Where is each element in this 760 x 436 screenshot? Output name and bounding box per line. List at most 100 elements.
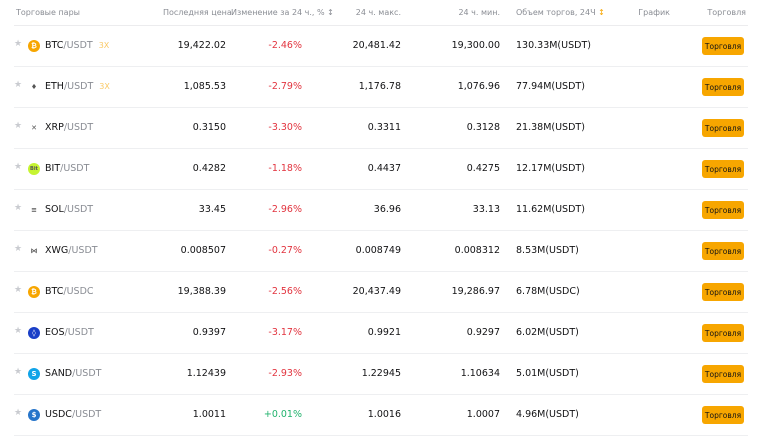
high-24h: 0.9921 bbox=[367, 327, 401, 338]
eos-icon: ◊ bbox=[28, 327, 40, 339]
high-24h: 1.0016 bbox=[367, 409, 401, 420]
trade-button[interactable]: Торговля bbox=[702, 283, 744, 301]
volume-24h: 77.94M(USDT) bbox=[516, 81, 585, 92]
change-24h: -2.96% bbox=[268, 204, 302, 215]
trade-button[interactable]: Торговля bbox=[702, 119, 744, 137]
volume-24h: 130.33M(USDT) bbox=[516, 40, 591, 51]
pair-link[interactable]: BIT/USDT bbox=[45, 163, 89, 174]
base-symbol: XRP bbox=[45, 122, 64, 133]
trade-button[interactable]: Торговля bbox=[702, 242, 744, 260]
star-icon[interactable]: ★ bbox=[14, 367, 23, 377]
base-symbol: BIT bbox=[45, 163, 61, 174]
table-row[interactable]: ★ ₿ BTC/USDT 3X 19,422.02 -2.46% 20,481.4… bbox=[14, 26, 748, 67]
header-volume[interactable]: Объем торгов, 24Ч ↕ bbox=[516, 8, 605, 17]
low-24h: 19,286.97 bbox=[451, 286, 500, 297]
volume-24h: 5.01M(USDT) bbox=[516, 368, 579, 379]
star-icon[interactable]: ★ bbox=[14, 285, 23, 295]
pair-link[interactable]: SAND/USDT bbox=[45, 368, 101, 379]
table-row[interactable]: ★ ≡ SOL/USDT 33.45 -2.96% 36.96 33.13 11… bbox=[14, 190, 748, 231]
volume-24h: 4.96M(USDT) bbox=[516, 409, 579, 420]
usdc-icon: $ bbox=[28, 409, 40, 421]
high-24h: 36.96 bbox=[373, 204, 401, 215]
header-last-price[interactable]: Последняя цена bbox=[163, 8, 232, 17]
star-icon[interactable]: ★ bbox=[14, 203, 23, 213]
trade-button[interactable]: Торговля bbox=[702, 324, 744, 342]
low-24h: 1.10634 bbox=[460, 368, 500, 379]
change-24h: -3.17% bbox=[268, 327, 302, 338]
last-price: 0.008507 bbox=[180, 245, 226, 256]
star-icon[interactable]: ★ bbox=[14, 39, 23, 49]
quote-symbol: /USDT bbox=[60, 163, 90, 174]
table-row[interactable]: ★ Bit BIT/USDT 0.4282 -1.18% 0.4437 0.42… bbox=[14, 149, 748, 190]
leverage-badge: 3X bbox=[99, 82, 110, 91]
last-price: 0.3150 bbox=[192, 122, 226, 133]
leverage-badge: 3X bbox=[98, 41, 110, 50]
low-24h: 1.0007 bbox=[466, 409, 500, 420]
star-icon[interactable]: ★ bbox=[14, 162, 23, 172]
pair-link[interactable]: XWG/USDT bbox=[45, 245, 98, 256]
pair-link[interactable]: BTC/USDT 3X bbox=[45, 40, 109, 51]
low-24h: 33.13 bbox=[472, 204, 500, 215]
solana-icon: ≡ bbox=[28, 204, 40, 216]
base-symbol: SOL bbox=[45, 204, 64, 215]
volume-24h: 8.53M(USDT) bbox=[516, 245, 579, 256]
pair-link[interactable]: XRP/USDT bbox=[45, 122, 93, 133]
trade-button[interactable]: Торговля bbox=[702, 201, 744, 219]
high-24h: 0.008749 bbox=[355, 245, 401, 256]
star-icon[interactable]: ★ bbox=[14, 80, 23, 90]
table-row[interactable]: ★ ⋈ XWG/USDT 0.008507 -0.27% 0.008749 0.… bbox=[14, 231, 748, 272]
table-header: Торговые пары Последняя цена Изменение з… bbox=[14, 0, 748, 26]
trade-button[interactable]: Торговля bbox=[702, 78, 744, 96]
quote-symbol: /USDT bbox=[71, 409, 102, 420]
low-24h: 0.9297 bbox=[466, 327, 500, 338]
quote-symbol: /USDT bbox=[63, 204, 94, 215]
pair-link[interactable]: EOS/USDT bbox=[45, 327, 94, 338]
sort-icon[interactable]: ↕ bbox=[598, 8, 605, 17]
change-24h: -2.56% bbox=[268, 286, 302, 297]
pair-link[interactable]: SOL/USDT bbox=[45, 204, 93, 215]
sand-icon: S bbox=[28, 368, 40, 380]
star-icon[interactable]: ★ bbox=[14, 121, 23, 131]
high-24h: 0.3311 bbox=[367, 122, 401, 133]
last-price: 33.45 bbox=[198, 204, 226, 215]
last-price: 19,422.02 bbox=[177, 40, 226, 51]
change-24h: -3.30% bbox=[268, 122, 302, 133]
star-icon[interactable]: ★ bbox=[14, 244, 23, 254]
header-trade: Торговля bbox=[707, 8, 746, 17]
base-symbol: SAND bbox=[45, 368, 73, 379]
base-symbol: BTC bbox=[45, 286, 64, 297]
quote-symbol: /USDT bbox=[72, 368, 102, 379]
low-24h: 0.008312 bbox=[454, 245, 500, 256]
trade-button[interactable]: Торговля bbox=[702, 365, 744, 383]
bitcoin-icon: ₿ bbox=[28, 40, 40, 52]
base-symbol: ETH bbox=[45, 81, 64, 92]
pair-link[interactable]: ETH/USDT 3X bbox=[45, 81, 110, 92]
xrp-icon: ✕ bbox=[28, 122, 40, 134]
change-24h: -2.79% bbox=[268, 81, 302, 92]
star-icon[interactable]: ★ bbox=[14, 326, 23, 336]
high-24h: 1.22945 bbox=[361, 368, 401, 379]
table-row[interactable]: ★ S SAND/USDT 1.12439 -2.93% 1.22945 1.1… bbox=[14, 354, 748, 395]
base-symbol: USDC bbox=[45, 409, 72, 420]
change-24h: -1.18% bbox=[268, 163, 302, 174]
base-symbol: XWG bbox=[45, 245, 69, 256]
last-price: 0.4282 bbox=[192, 163, 226, 174]
high-24h: 0.4437 bbox=[367, 163, 401, 174]
high-24h: 1,176.78 bbox=[358, 81, 401, 92]
pair-link[interactable]: USDC/USDT bbox=[45, 409, 101, 420]
header-pairs: Торговые пары bbox=[16, 8, 80, 17]
header-volume-label: Объем торгов, 24Ч bbox=[516, 8, 596, 17]
pair-link[interactable]: BTC/USDC bbox=[45, 286, 94, 297]
table-row[interactable]: ★ ₿ BTC/USDC 19,388.39 -2.56% 20,437.49 … bbox=[14, 272, 748, 313]
trade-button[interactable]: Торговля bbox=[702, 406, 744, 424]
bit-icon: Bit bbox=[28, 163, 40, 175]
header-change[interactable]: Изменение за 24 ч., % ↕ bbox=[231, 8, 334, 17]
table-row[interactable]: ★ ♦ ETH/USDT 3X 1,085.53 -2.79% 1,176.78 … bbox=[14, 67, 748, 108]
table-row[interactable]: ★ ✕ XRP/USDT 0.3150 -3.30% 0.3311 0.3128… bbox=[14, 108, 748, 149]
ethereum-icon: ♦ bbox=[28, 81, 40, 93]
table-row[interactable]: ★ ◊ EOS/USDT 0.9397 -3.17% 0.9921 0.9297… bbox=[14, 313, 748, 354]
trade-button[interactable]: Торговля bbox=[702, 37, 744, 55]
star-icon[interactable]: ★ bbox=[14, 408, 23, 418]
last-price: 0.9397 bbox=[192, 327, 226, 338]
trade-button[interactable]: Торговля bbox=[702, 160, 744, 178]
